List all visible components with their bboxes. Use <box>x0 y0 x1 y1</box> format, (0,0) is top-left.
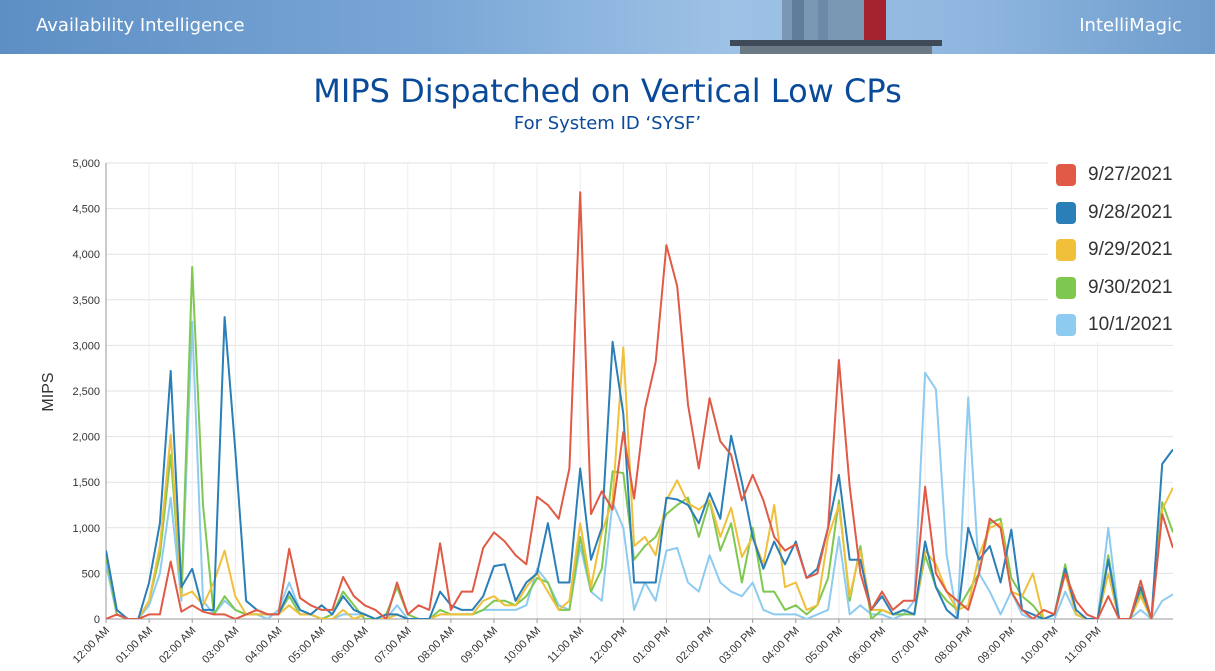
legend-swatch <box>1056 276 1076 299</box>
x-tick-label: 04:00 PM <box>760 625 802 667</box>
legend-label: 9/27/2021 <box>1088 164 1173 185</box>
x-tick-label: 06:00 PM <box>846 625 888 667</box>
x-tick-label: 11:00 PM <box>1062 625 1103 666</box>
y-tick-label: 0 <box>94 614 100 626</box>
series-lines <box>106 191 1173 619</box>
legend-swatch <box>1056 239 1076 261</box>
x-tick-label: 12:00 PM <box>588 625 630 667</box>
grid-lines <box>105 162 1173 620</box>
intellimagic-brand: IntelliMagic <box>1079 15 1182 36</box>
y-tick-label: 5,000 <box>72 158 100 170</box>
y-tick-label: 2,000 <box>72 432 100 444</box>
x-tick-label: 05:00 PM <box>803 625 845 667</box>
legend-swatch <box>1056 314 1076 336</box>
y-tick-label: 3,000 <box>72 340 100 352</box>
legend-swatch <box>1056 164 1076 186</box>
legend: 9/27/2021 9/28/2021 9/29/2021 9/30/2021 10/1… <box>1048 152 1183 342</box>
legend-swatch <box>1056 201 1076 224</box>
legend-label: 9/30/2021 <box>1088 276 1173 298</box>
x-tick-label: 03:00 AM <box>200 625 241 666</box>
x-tick-label: 11:00 AM <box>546 625 587 666</box>
tower-image <box>730 0 942 54</box>
y-tick-label: 1,500 <box>72 477 100 489</box>
y-tick-label: 2,500 <box>72 386 100 398</box>
x-tick-label: 07:00 AM <box>373 625 414 666</box>
x-tick-label: 07:00 PM <box>889 625 931 667</box>
x-tick-label: 10:00 PM <box>1019 625 1061 667</box>
series-line-9-28-2021 <box>106 316 1173 619</box>
x-tick-label: 06:00 AM <box>329 625 370 666</box>
x-tick-label: 02:00 AM <box>157 625 198 666</box>
x-tick-label: 01:00 AM <box>114 625 155 666</box>
series-line-9-29-2021 <box>106 346 1173 619</box>
x-tick-label: 09:00 AM <box>459 625 500 666</box>
y-tick-label: 4,000 <box>72 249 100 261</box>
series-line-10-1-2021 <box>106 320 1173 619</box>
x-tick-label: 08:00 PM <box>933 625 975 667</box>
x-tick-label: 01:00 PM <box>631 625 673 667</box>
x-tick-label: 08:00 AM <box>416 625 457 666</box>
series-line-9-27-2021 <box>106 191 1173 619</box>
y-tick-label: 4,500 <box>72 204 100 216</box>
legend-label: 9/28/2021 <box>1088 201 1173 223</box>
availability-intelligence-brand: Availability Intelligence <box>36 15 245 36</box>
x-tick-label: 04:00 AM <box>243 625 284 666</box>
x-tick-label: 03:00 PM <box>717 625 759 667</box>
x-tick-label: 10:00 AM <box>502 625 543 666</box>
legend-label: 10/1/2021 <box>1088 314 1173 335</box>
x-tick-label: 09:00 PM <box>976 625 1018 667</box>
header-banner: Availability Intelligence IntelliMagic <box>0 0 1215 54</box>
x-axis: 12:00 AM 01:00 AM 02:00 AM 03:00 AM 04:00 AM… <box>71 618 1173 667</box>
y-tick-label: 3,500 <box>72 295 100 307</box>
legend-label: 9/29/2021 <box>1088 239 1173 260</box>
y-tick-label: 1,000 <box>72 523 100 535</box>
series-line-9-30-2021 <box>106 266 1173 619</box>
x-tick-label: 12:00 AM <box>71 625 112 666</box>
chart-subtitle: For System ID ‘SYSF’ <box>513 113 702 134</box>
x-tick-label: 02:00 PM <box>674 625 716 667</box>
chart-title: MIPS Dispatched on Vertical Low CPs <box>313 72 902 110</box>
y-tick-label: 500 <box>82 568 100 580</box>
y-axis-label: MIPS <box>40 372 57 411</box>
y-axis: 0 500 1,000 1,500 2,000 2,500 3,000 3,500 4,000 4… <box>72 158 107 626</box>
x-tick-label: 05:00 AM <box>286 625 327 666</box>
